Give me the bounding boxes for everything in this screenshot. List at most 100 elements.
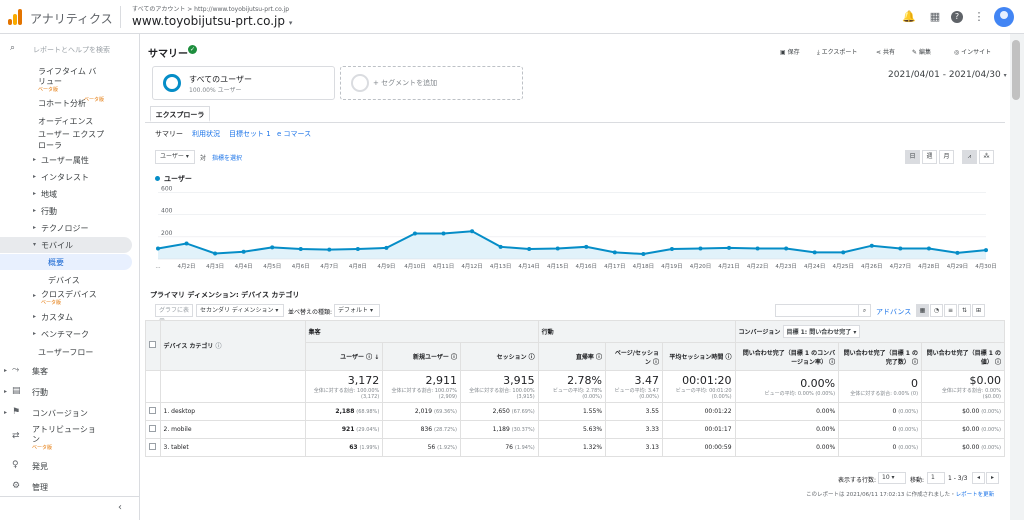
- sidebar-item-cross-device[interactable]: ▸ クロスデバイス ベータ版: [0, 288, 139, 308]
- save-button[interactable]: ▣ 保存: [780, 47, 800, 56]
- row-checkbox[interactable]: [149, 443, 156, 450]
- sidebar-item-technology[interactable]: ▸ テクノロジー: [0, 221, 139, 235]
- sidebar-item-interests[interactable]: ▸ インタレスト: [0, 170, 139, 184]
- data-point[interactable]: [612, 250, 617, 255]
- row-dimension-link[interactable]: tablet: [171, 444, 189, 451]
- date-range-picker[interactable]: 2021/04/01 - 2021/04/30 ▾: [888, 70, 1007, 80]
- sort-type-select[interactable]: デフォルト ▾: [334, 304, 380, 317]
- pie-view-icon[interactable]: ◔: [930, 304, 943, 317]
- dimension-header[interactable]: デバイス カテゴリ ⓘ: [159, 320, 306, 371]
- advanced-link[interactable]: アドバンス: [876, 308, 912, 316]
- data-point[interactable]: [584, 244, 589, 249]
- table-view-icon[interactable]: ▦: [916, 304, 929, 317]
- scrollbar[interactable]: [1010, 34, 1024, 520]
- data-point[interactable]: [213, 251, 218, 256]
- sidebar-item-devices[interactable]: デバイス: [0, 273, 139, 287]
- select-metric-link[interactable]: 指標を選択: [212, 155, 243, 162]
- sidebar-item-geo[interactable]: ▸ 地域: [0, 187, 139, 201]
- col-pages-per-session[interactable]: ページ/セッション ⓘ: [605, 342, 663, 371]
- data-point[interactable]: [784, 246, 789, 251]
- goal-select[interactable]: 目標 1: 問い合わせ完了 ▾: [782, 325, 861, 338]
- sidebar-item-benchmark[interactable]: ▸ ベンチマーク: [0, 327, 139, 341]
- sidebar-item-user-explorer[interactable]: ユーザー エクスプ ローラ: [0, 128, 139, 150]
- scrollbar-thumb[interactable]: [1012, 40, 1020, 100]
- data-point[interactable]: [470, 229, 475, 234]
- add-segment-button[interactable]: + セグメントを追加: [340, 66, 523, 100]
- performance-view-icon[interactable]: ≡: [944, 304, 957, 317]
- data-point[interactable]: [812, 250, 817, 255]
- apps-grid-icon[interactable]: ▦: [929, 10, 941, 23]
- col-bounce-rate[interactable]: 直帰率 ⓘ: [537, 342, 607, 371]
- sidebar-item-mobile[interactable]: ▾ モバイル: [0, 237, 132, 253]
- prev-page-button[interactable]: ◂: [972, 472, 985, 484]
- data-point[interactable]: [156, 246, 160, 251]
- sidebar-item-audience[interactable]: オーディエンス: [0, 115, 139, 127]
- tab-explorer[interactable]: エクスプローラ: [150, 106, 210, 122]
- data-point[interactable]: [412, 231, 417, 236]
- data-point[interactable]: [527, 247, 532, 252]
- goto-input[interactable]: 1: [927, 472, 945, 484]
- help-icon[interactable]: ?: [951, 11, 963, 23]
- metric-select[interactable]: ユーザー ▾: [155, 150, 195, 164]
- collapse-sidebar-icon[interactable]: ‹: [118, 502, 122, 513]
- col-users[interactable]: ユーザー ⓘ ↓: [304, 342, 384, 371]
- data-point[interactable]: [555, 246, 560, 251]
- sidebar-item-attribution[interactable]: ⇄ アトリビューショ ン ベータ版: [0, 423, 139, 453]
- row-dimension-link[interactable]: desktop: [171, 408, 196, 415]
- data-point[interactable]: [698, 246, 703, 251]
- sidebar-item-overview[interactable]: 概要: [0, 254, 132, 270]
- data-point[interactable]: [869, 243, 874, 248]
- share-button[interactable]: ⋖ 共有: [876, 47, 895, 56]
- subtab-goal-set-1[interactable]: 目標セット 1: [229, 130, 271, 138]
- select-all-checkbox[interactable]: [149, 341, 157, 348]
- pivot-view-icon[interactable]: ⊞: [972, 304, 985, 317]
- subtab-ecommerce[interactable]: e コマース: [277, 130, 312, 138]
- next-page-button[interactable]: ▸: [986, 472, 999, 484]
- sidebar-item-acquisition[interactable]: ▸ ⤳ 集客: [0, 363, 139, 379]
- sidebar-item-conversions[interactable]: ▸ ⚑ コンバージョン: [0, 405, 139, 421]
- period-week-button[interactable]: 週: [922, 150, 937, 164]
- period-month-button[interactable]: 月: [939, 150, 954, 164]
- data-point[interactable]: [984, 248, 988, 253]
- insights-button[interactable]: ◎ インサイト: [954, 47, 991, 56]
- sidebar-item-discover[interactable]: ♀ 発見: [0, 458, 139, 474]
- data-point[interactable]: [641, 252, 646, 257]
- col-goal-value[interactable]: 問い合わせ完了（目標 1 の値） ⓘ: [921, 342, 1005, 371]
- data-point[interactable]: [841, 250, 846, 255]
- row-checkbox[interactable]: [149, 407, 156, 414]
- bell-icon[interactable]: 🔔: [902, 10, 916, 23]
- edit-button[interactable]: ✎ 編集: [912, 47, 931, 56]
- data-point[interactable]: [727, 245, 732, 250]
- data-point[interactable]: [926, 246, 931, 251]
- data-point[interactable]: [755, 246, 760, 251]
- data-point[interactable]: [327, 247, 332, 252]
- table-search-input[interactable]: [775, 304, 871, 317]
- search-icon[interactable]: ⌕: [858, 304, 871, 317]
- export-button[interactable]: ⤓ エクスポート: [817, 47, 857, 57]
- data-point[interactable]: [355, 247, 360, 252]
- col-avg-session[interactable]: 平均セッション時間 ⓘ: [662, 342, 736, 371]
- comparison-view-icon[interactable]: ⇅: [958, 304, 971, 317]
- property-selector[interactable]: www.toyobijutsu-prt.co.jp ▾: [132, 14, 292, 28]
- more-vert-icon[interactable]: ⋮: [973, 10, 985, 23]
- col-new-users[interactable]: 新規ユーザー ⓘ: [382, 342, 461, 371]
- data-point[interactable]: [669, 247, 674, 252]
- data-point[interactable]: [955, 250, 960, 255]
- row-checkbox[interactable]: [149, 425, 156, 432]
- avatar[interactable]: [994, 7, 1014, 27]
- sidebar-item-lifetime-value[interactable]: ライフタイム バ リュー ベータ版: [0, 64, 139, 93]
- subtab-summary[interactable]: サマリー: [155, 130, 183, 138]
- col-goal-rate[interactable]: 問い合わせ完了（目標 1 のコンバージョン率） ⓘ: [734, 342, 840, 371]
- col-goal-completions[interactable]: 問い合わせ完了（目標 1 の完了数） ⓘ: [838, 342, 923, 371]
- sidebar-item-custom[interactable]: ▸ カスタム: [0, 310, 139, 324]
- data-point[interactable]: [498, 244, 503, 249]
- data-point[interactable]: [184, 241, 189, 246]
- account-breadcrumb[interactable]: すべてのアカウント > http://www.toyobijutsu-prt.c…: [132, 6, 290, 13]
- sidebar-item-demographics[interactable]: ▸ ユーザー属性: [0, 153, 139, 167]
- data-point[interactable]: [241, 249, 246, 254]
- subtab-usage[interactable]: 利用状況: [192, 130, 220, 138]
- segment-all-users[interactable]: すべてのユーザー 100.00% ユーザー: [152, 66, 335, 100]
- motion-chart-icon[interactable]: ⁂: [979, 150, 994, 164]
- sidebar-item-admin[interactable]: ⚙ 管理: [0, 479, 139, 495]
- sidebar-item-users-flow[interactable]: ユーザーフロー: [0, 345, 139, 359]
